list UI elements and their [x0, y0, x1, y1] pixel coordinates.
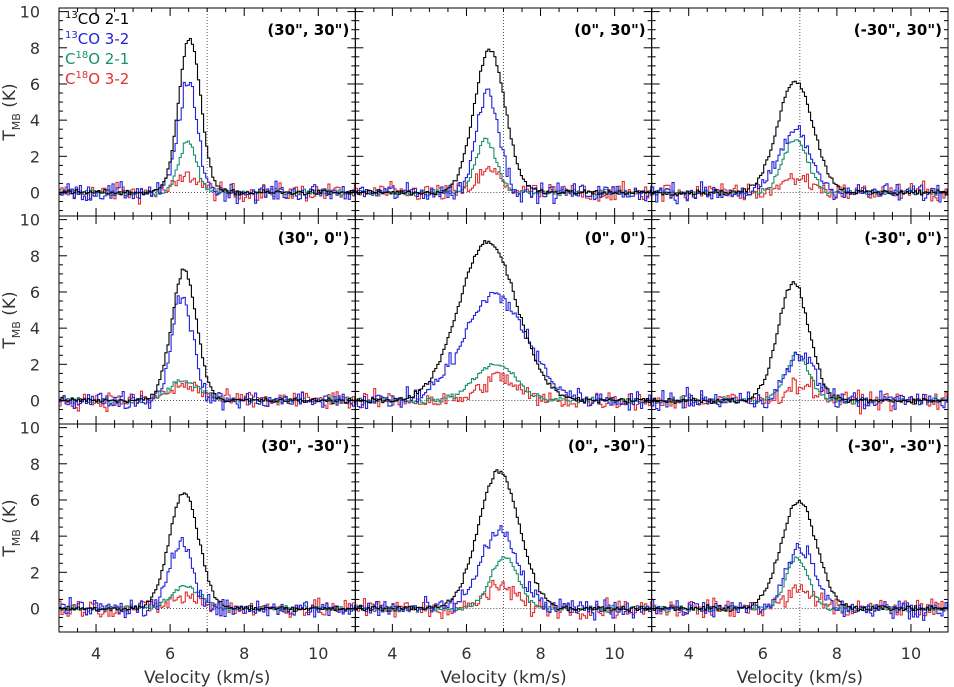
y-axis-title: TMB (K)	[0, 83, 23, 141]
panel-frame	[651, 7, 949, 217]
panel-frame	[354, 7, 653, 217]
legend-entry-c18o21: C18O 2-1	[65, 50, 129, 68]
y-tick-label: 10	[20, 211, 40, 230]
x-tick-label: 4	[91, 644, 101, 663]
y-tick-label: 6	[30, 283, 40, 302]
spectrum-c18o32	[651, 376, 949, 415]
y-axis-title: TMB (K)	[0, 499, 23, 557]
panel-3: (30", 0") 0 2 4 6 8 10 TMB (K)	[0, 211, 356, 425]
y-tick-label: 6	[30, 491, 40, 510]
x-tick-label: 6	[165, 644, 175, 663]
panel-position-label: (-30", 30")	[854, 21, 942, 39]
y-tick-label: 8	[30, 247, 40, 266]
y-tick-label: 10	[20, 3, 40, 22]
x-tick-label: 6	[758, 644, 768, 663]
panel-frame	[651, 423, 949, 633]
y-tick-label: 2	[30, 147, 40, 166]
panel-position-label: (0", 0")	[585, 229, 646, 247]
x-tick-label: 8	[535, 644, 545, 663]
panel-frame	[651, 215, 949, 425]
spectrum-c18o21	[651, 139, 949, 198]
x-tick-label: 10	[604, 644, 624, 663]
y-tick-label: 0	[30, 599, 40, 618]
y-tick-label: 10	[20, 419, 40, 438]
y-tick-label: 0	[30, 391, 40, 410]
y-tick-label: 4	[30, 319, 40, 338]
spectrum-c18o32	[59, 381, 356, 412]
spectrum-13co32	[355, 88, 652, 205]
legend: 13CO 2-1 13CO 3-2 C18O 2-1 C18O 3-2	[65, 10, 129, 88]
spectrum-13co21	[355, 240, 652, 404]
panel-5: (-30", 0")	[651, 215, 949, 425]
panel-4: (0", 0")	[354, 215, 653, 425]
x-axis-title: Velocity (km/s)	[737, 668, 863, 687]
spectrum-13co32	[59, 536, 356, 619]
y-tick-label: 0	[30, 183, 40, 202]
spectrum-13co32	[59, 295, 356, 413]
y-axis-title: TMB (K)	[0, 291, 23, 349]
spectrum-13co32	[355, 525, 652, 621]
y-tick-label: 8	[30, 39, 40, 58]
x-tick-label: 8	[239, 644, 249, 663]
y-tick-label: 2	[30, 563, 40, 582]
spectrum-13co21	[59, 37, 356, 196]
panel-0: (30", 30") 0 2 4 6 8 10 TMB (K) 13CO 2-1 13CO 3-2…	[0, 3, 356, 217]
y-tick-label: 4	[30, 111, 40, 130]
panel-position-label: (0", 30")	[574, 21, 646, 39]
x-tick-label: 4	[684, 644, 694, 663]
x-axis-title: Velocity (km/s)	[440, 668, 566, 687]
spectrum-13co21	[651, 500, 949, 612]
panel-position-label: (30", 30")	[267, 21, 349, 39]
y-tick-label: 6	[30, 75, 40, 94]
panel-7: (0", -30") 4 6 8 10 Velocity (km/s)	[354, 423, 653, 687]
spectrum-13co21	[355, 469, 652, 612]
x-tick-label: 4	[387, 644, 397, 663]
x-tick-label: 10	[308, 644, 328, 663]
x-axis-title: Velocity (km/s)	[144, 668, 270, 687]
panel-6: (30", -30") 0 2 4 6 8 10 TMB (K) 4 6 8 10 Velocity (…	[0, 419, 356, 687]
legend-entry-13co32: 13CO 3-2	[65, 30, 129, 48]
panel-2: (-30", 30")	[651, 7, 949, 217]
spectrum-13co21	[355, 48, 652, 196]
spectrum-c18o32	[651, 584, 949, 618]
x-tick-label: 6	[461, 644, 471, 663]
panel-position-label: (-30", 0")	[864, 229, 942, 247]
spectrum-13co21	[59, 268, 356, 405]
panel-8: (-30", -30") 4 6 8 10 Velocity (km/s)	[651, 423, 949, 687]
panel-frame	[354, 215, 653, 425]
spectrum-13co21	[59, 492, 356, 613]
panel-frame	[354, 423, 653, 633]
panel-1: (0", 30")	[354, 7, 653, 217]
x-tick-label: 8	[832, 644, 842, 663]
panel-position-label: (30", -30")	[261, 437, 349, 455]
y-tick-label: 4	[30, 527, 40, 546]
x-tick-label: 10	[901, 644, 921, 663]
legend-entry-13co21: 13CO 2-1	[65, 10, 129, 28]
panel-position-label: (0", -30")	[568, 437, 646, 455]
y-tick-label: 8	[30, 455, 40, 474]
panel-position-label: (30", 0")	[278, 229, 350, 247]
panel-position-label: (-30", -30")	[848, 437, 942, 455]
y-tick-label: 2	[30, 355, 40, 374]
legend-entry-c18o32: C18O 3-2	[65, 70, 129, 88]
spectrum-13co21	[651, 80, 949, 196]
spectrum-13co21	[651, 281, 949, 405]
